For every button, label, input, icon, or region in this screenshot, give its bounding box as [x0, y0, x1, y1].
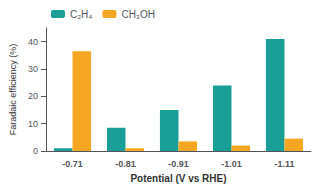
svg-text:-0.81: -0.81	[115, 159, 136, 169]
svg-text:-1.11: -1.11	[274, 159, 294, 169]
svg-text:-1.01: -1.01	[221, 159, 242, 169]
svg-text:10: 10	[28, 119, 38, 129]
svg-text:Faradaic efficiency (%): Faradaic efficiency (%)	[8, 44, 18, 135]
svg-text:20: 20	[28, 91, 38, 101]
svg-text:-0.91: -0.91	[168, 159, 189, 169]
svg-text:0: 0	[33, 146, 38, 156]
svg-text:CH₃OH: CH₃OH	[121, 9, 155, 20]
svg-text:40: 40	[28, 37, 38, 47]
svg-text:30: 30	[28, 64, 38, 74]
svg-text:-0.71: -0.71	[62, 159, 83, 169]
svg-text:C₂H₄: C₂H₄	[70, 9, 92, 20]
svg-text:Potential (V vs RHE): Potential (V vs RHE)	[130, 173, 226, 184]
